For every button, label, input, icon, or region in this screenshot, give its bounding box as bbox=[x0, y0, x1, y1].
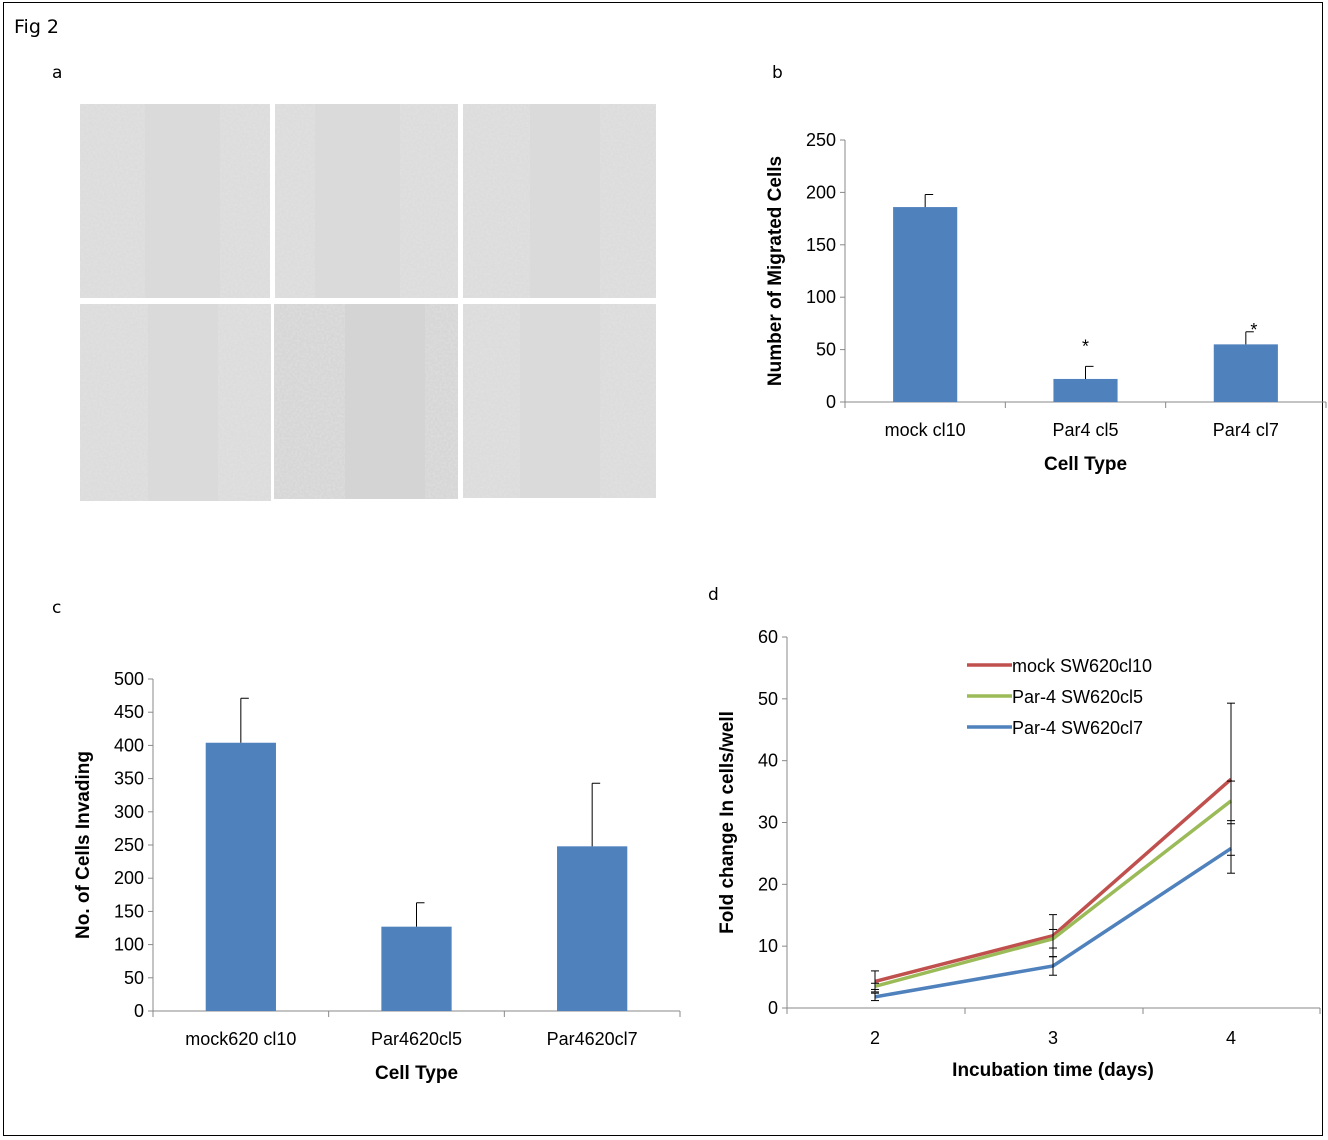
x-tick-label: Par4620cl7 bbox=[547, 1029, 638, 1049]
panel-label-b: b bbox=[772, 63, 783, 83]
x-tick-label: 4 bbox=[1226, 1028, 1236, 1048]
y-tick-label: 50 bbox=[758, 689, 778, 709]
micrograph-6 bbox=[463, 304, 656, 498]
y-tick-label: 200 bbox=[806, 182, 836, 202]
bar-1 bbox=[205, 742, 276, 1011]
x-tick-label: 3 bbox=[1048, 1028, 1058, 1048]
y-tick-label: 400 bbox=[114, 735, 144, 755]
y-tick-label: 0 bbox=[134, 1001, 144, 1021]
y-tick-label: 150 bbox=[806, 235, 836, 255]
x-tick-label: Par4 cl7 bbox=[1213, 420, 1279, 440]
micrograph-4 bbox=[80, 304, 271, 501]
bar-3 bbox=[1213, 344, 1278, 402]
y-tick-label: 150 bbox=[114, 901, 144, 921]
micrograph-2 bbox=[275, 104, 458, 298]
panel-label-c: c bbox=[52, 598, 61, 618]
micrograph-1 bbox=[80, 104, 270, 298]
y-tick-label: 100 bbox=[806, 287, 836, 307]
wound-gap bbox=[315, 104, 400, 298]
y-tick-label: 40 bbox=[758, 751, 778, 771]
chart-d-proliferation: 0 10 20 30 40 50 60 2 3 4 mock SW620cl10 Par-4 SW62… bbox=[717, 627, 1321, 1081]
x-tick-label: Par4620cl5 bbox=[371, 1029, 462, 1049]
wound-gap bbox=[520, 304, 600, 498]
bar-1 bbox=[893, 207, 958, 402]
figure-frame bbox=[3, 2, 1323, 1136]
y-tick-label: 0 bbox=[826, 392, 836, 412]
bar-2 bbox=[1053, 378, 1118, 402]
y-tick-label: 60 bbox=[758, 627, 778, 647]
panel-label-a: a bbox=[52, 63, 62, 83]
wound-healing-micrographs bbox=[80, 104, 656, 501]
y-tick-label: 300 bbox=[114, 802, 144, 822]
chart-b-migration: 0 50 100 150 200 250 mock cl10 Par4 cl5 * Par4 cl… bbox=[765, 130, 1327, 475]
x-tick-label: mock cl10 bbox=[885, 420, 966, 440]
wound-gap bbox=[145, 104, 220, 298]
x-tick-label: 2 bbox=[870, 1028, 880, 1048]
y-tick-label: 500 bbox=[114, 669, 144, 689]
y-tick-label: 20 bbox=[758, 874, 778, 894]
legend-label: Par-4 SW620cl5 bbox=[1012, 687, 1143, 707]
y-axis-title: Fold change In cells/well bbox=[717, 711, 738, 934]
x-axis-title: Incubation time (days) bbox=[952, 1060, 1154, 1081]
x-axis-title: Cell Type bbox=[1044, 454, 1127, 475]
y-tick-label: 50 bbox=[816, 340, 836, 360]
x-tick-label: mock620 cl10 bbox=[185, 1029, 296, 1049]
bar-3 bbox=[557, 846, 628, 1011]
legend-label: mock SW620cl10 bbox=[1012, 656, 1152, 676]
legend-label: Par-4 SW620cl7 bbox=[1012, 718, 1143, 738]
chart-c-invasion: 0 50 100 150 200 250 300 350 400 450 500 mock620 cl… bbox=[73, 669, 681, 1084]
micrograph-5 bbox=[274, 304, 458, 499]
y-tick-label: 50 bbox=[124, 968, 144, 988]
figure-label: Fig 2 bbox=[14, 16, 59, 38]
significance-asterisk: * bbox=[1082, 336, 1089, 356]
y-tick-label: 250 bbox=[806, 130, 836, 150]
panel-label-d: d bbox=[708, 585, 719, 605]
y-tick-label: 250 bbox=[114, 835, 144, 855]
y-tick-label: 200 bbox=[114, 868, 144, 888]
y-axis-title: Number of Migrated Cells bbox=[765, 156, 786, 386]
significance-asterisk: * bbox=[1250, 320, 1257, 340]
micrograph-3 bbox=[463, 104, 656, 298]
bar-2 bbox=[381, 926, 452, 1011]
y-tick-label: 450 bbox=[114, 702, 144, 722]
wound-gap bbox=[345, 304, 425, 499]
x-axis-title: Cell Type bbox=[375, 1063, 458, 1084]
wound-gap bbox=[148, 304, 218, 501]
y-tick-label: 100 bbox=[114, 935, 144, 955]
y-tick-label: 0 bbox=[768, 998, 778, 1018]
y-tick-label: 30 bbox=[758, 813, 778, 833]
wound-gap bbox=[530, 104, 600, 298]
y-tick-label: 350 bbox=[114, 769, 144, 789]
y-axis-title: No. of Cells Invading bbox=[73, 751, 94, 939]
y-tick-label: 10 bbox=[758, 936, 778, 956]
x-tick-label: Par4 cl5 bbox=[1052, 420, 1118, 440]
